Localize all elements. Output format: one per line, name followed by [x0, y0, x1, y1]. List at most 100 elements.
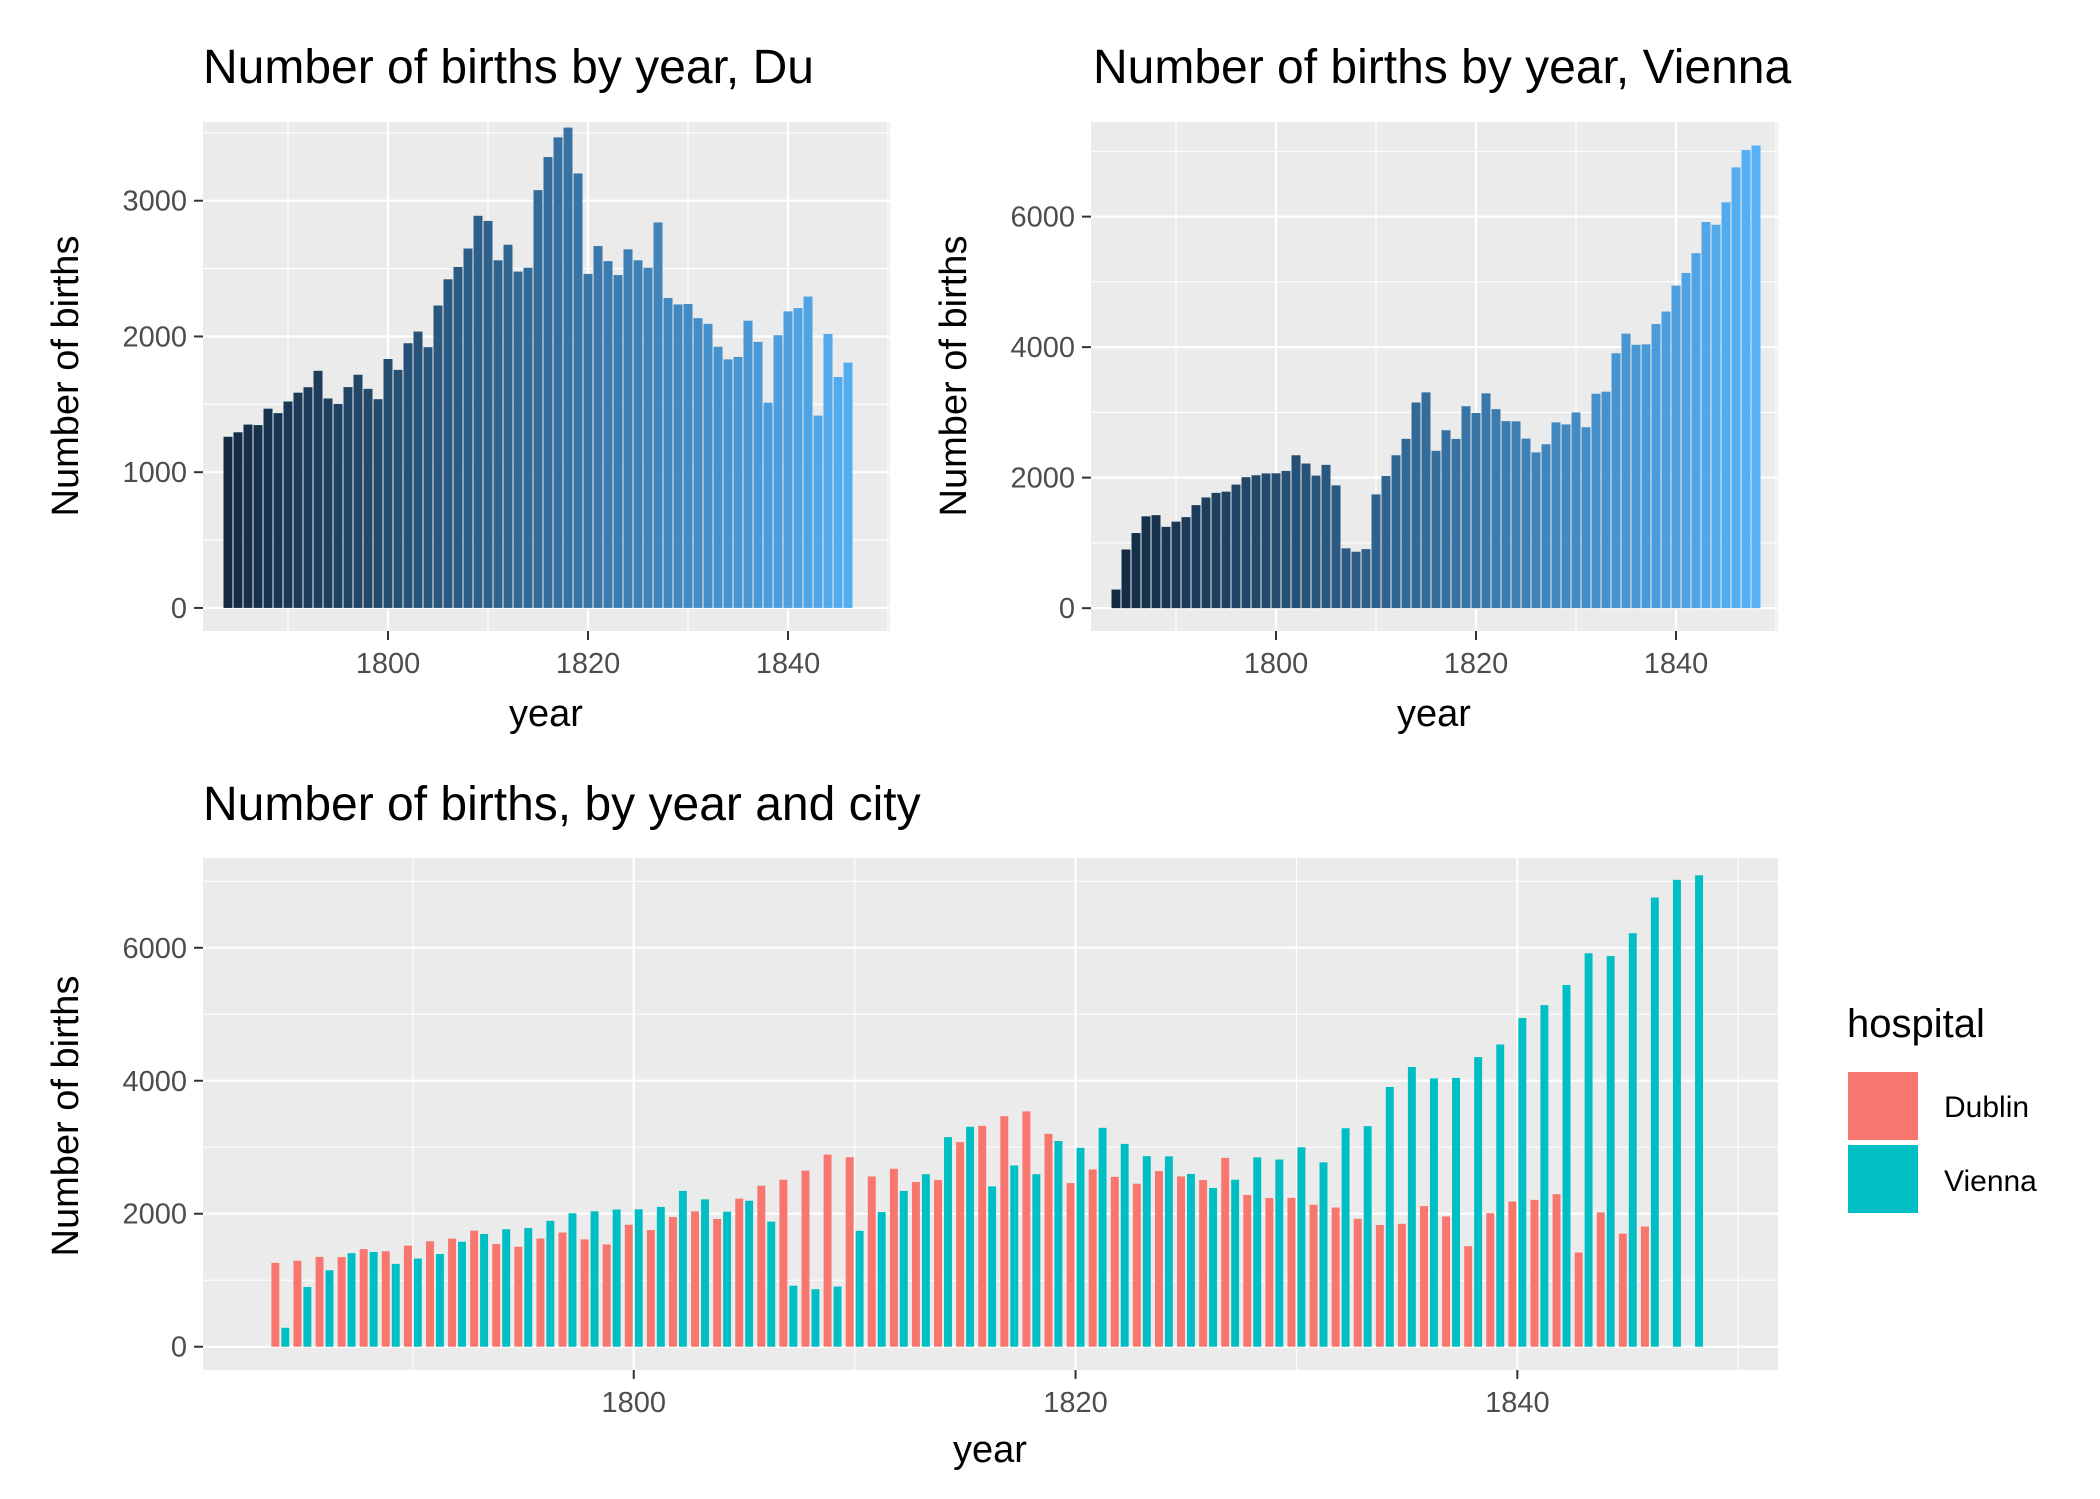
combined-x-axis-title: year: [953, 1429, 1027, 1471]
x-tick-label: 1820: [556, 648, 621, 680]
bar-vienna: [413, 1258, 422, 1347]
bar-vienna: [1164, 1156, 1173, 1347]
bar: [1301, 463, 1311, 609]
bar: [463, 248, 473, 608]
bar: [773, 335, 783, 608]
bar: [1481, 393, 1491, 609]
bar: [1511, 421, 1521, 609]
dublin-x-axis-title: year: [509, 693, 583, 735]
bar-dublin: [426, 1241, 434, 1347]
vienna-y-axis-title: Number of births: [933, 236, 975, 517]
y-tick-label: 1000: [122, 457, 187, 489]
bar: [1251, 475, 1261, 609]
bar-vienna: [1429, 1078, 1438, 1347]
bar: [1431, 450, 1441, 609]
bar-dublin: [1199, 1180, 1208, 1347]
bar: [1311, 475, 1321, 609]
bar: [593, 246, 603, 608]
bar-vienna: [281, 1327, 290, 1347]
bar-dublin: [1110, 1176, 1119, 1347]
bar: [1211, 492, 1221, 609]
bar-dublin: [1530, 1199, 1539, 1347]
bar: [243, 424, 253, 608]
bar: [683, 304, 693, 608]
bar-dublin: [403, 1245, 412, 1347]
bar: [443, 279, 453, 608]
bar: [1471, 412, 1481, 609]
bar-vienna: [1054, 1140, 1063, 1347]
bar: [1271, 473, 1281, 609]
bar: [1501, 421, 1511, 609]
bar: [533, 190, 543, 608]
bar-dublin: [580, 1239, 589, 1347]
dublin-panel: Number of births by year, Du 1800 1820 184…: [45, 41, 890, 735]
bar: [413, 331, 423, 608]
bar: [323, 398, 333, 608]
bar: [553, 137, 563, 608]
bar-dublin: [536, 1238, 545, 1347]
bar-dublin: [911, 1181, 920, 1347]
bar-dublin: [315, 1256, 324, 1347]
bar: [1411, 402, 1421, 609]
legend-swatch-dublin: [1848, 1072, 1918, 1140]
bar-dublin: [271, 1262, 280, 1347]
bar: [723, 359, 733, 608]
bar: [813, 415, 823, 608]
bar: [513, 271, 523, 608]
bar-dublin: [1132, 1183, 1141, 1347]
bar-vienna: [391, 1263, 400, 1347]
bar: [1711, 224, 1721, 609]
bar: [1461, 406, 1471, 609]
bar-dublin: [381, 1251, 390, 1347]
bar: [1491, 409, 1501, 609]
bar-vienna: [369, 1251, 378, 1347]
bar: [713, 346, 723, 608]
bar: [1621, 333, 1631, 609]
bar: [1161, 526, 1171, 609]
bar: [1681, 272, 1691, 609]
bar-vienna: [723, 1211, 732, 1347]
bar: [313, 370, 323, 608]
bar: [703, 323, 713, 608]
bar: [1591, 393, 1601, 609]
bar: [1291, 455, 1301, 609]
bar: [1381, 476, 1391, 609]
bar-vienna: [458, 1241, 466, 1347]
bar: [833, 377, 843, 608]
y-tick-label: 3000: [122, 186, 187, 218]
bar: [1221, 491, 1231, 609]
bar: [1371, 494, 1381, 609]
bar: [1641, 344, 1651, 609]
bar: [1541, 444, 1551, 609]
y-tick-label: 2000: [122, 321, 187, 353]
bar: [283, 401, 293, 608]
bar-vienna: [1253, 1157, 1262, 1347]
bar: [1581, 427, 1591, 609]
bar: [1391, 455, 1401, 609]
bar: [253, 425, 263, 608]
bar-dublin: [624, 1224, 633, 1347]
bar-dublin: [1353, 1218, 1362, 1347]
bar-dublin: [448, 1238, 457, 1347]
legend-title: hospital: [1847, 1002, 1985, 1046]
bar-vienna: [1540, 1005, 1549, 1347]
bar: [1341, 548, 1351, 609]
vienna-chart-title: Number of births by year, Vienna: [1093, 41, 1791, 94]
bar: [1421, 392, 1431, 609]
bar: [1361, 549, 1371, 609]
bar-vienna: [1606, 956, 1615, 1347]
bar-dublin: [558, 1232, 567, 1347]
bar-dublin: [1420, 1206, 1428, 1347]
bar-dublin: [713, 1218, 722, 1347]
bar-vienna: [347, 1253, 356, 1347]
bar-vienna: [435, 1253, 444, 1347]
bar-vienna: [1452, 1077, 1461, 1347]
bar-vienna: [1032, 1174, 1041, 1347]
y-tick-label: 6000: [122, 933, 187, 965]
bar-vienna: [1474, 1057, 1483, 1347]
bar-dublin: [1574, 1252, 1583, 1347]
x-tick-label: 1800: [356, 648, 421, 680]
bar: [1561, 424, 1571, 609]
bar: [453, 266, 463, 608]
